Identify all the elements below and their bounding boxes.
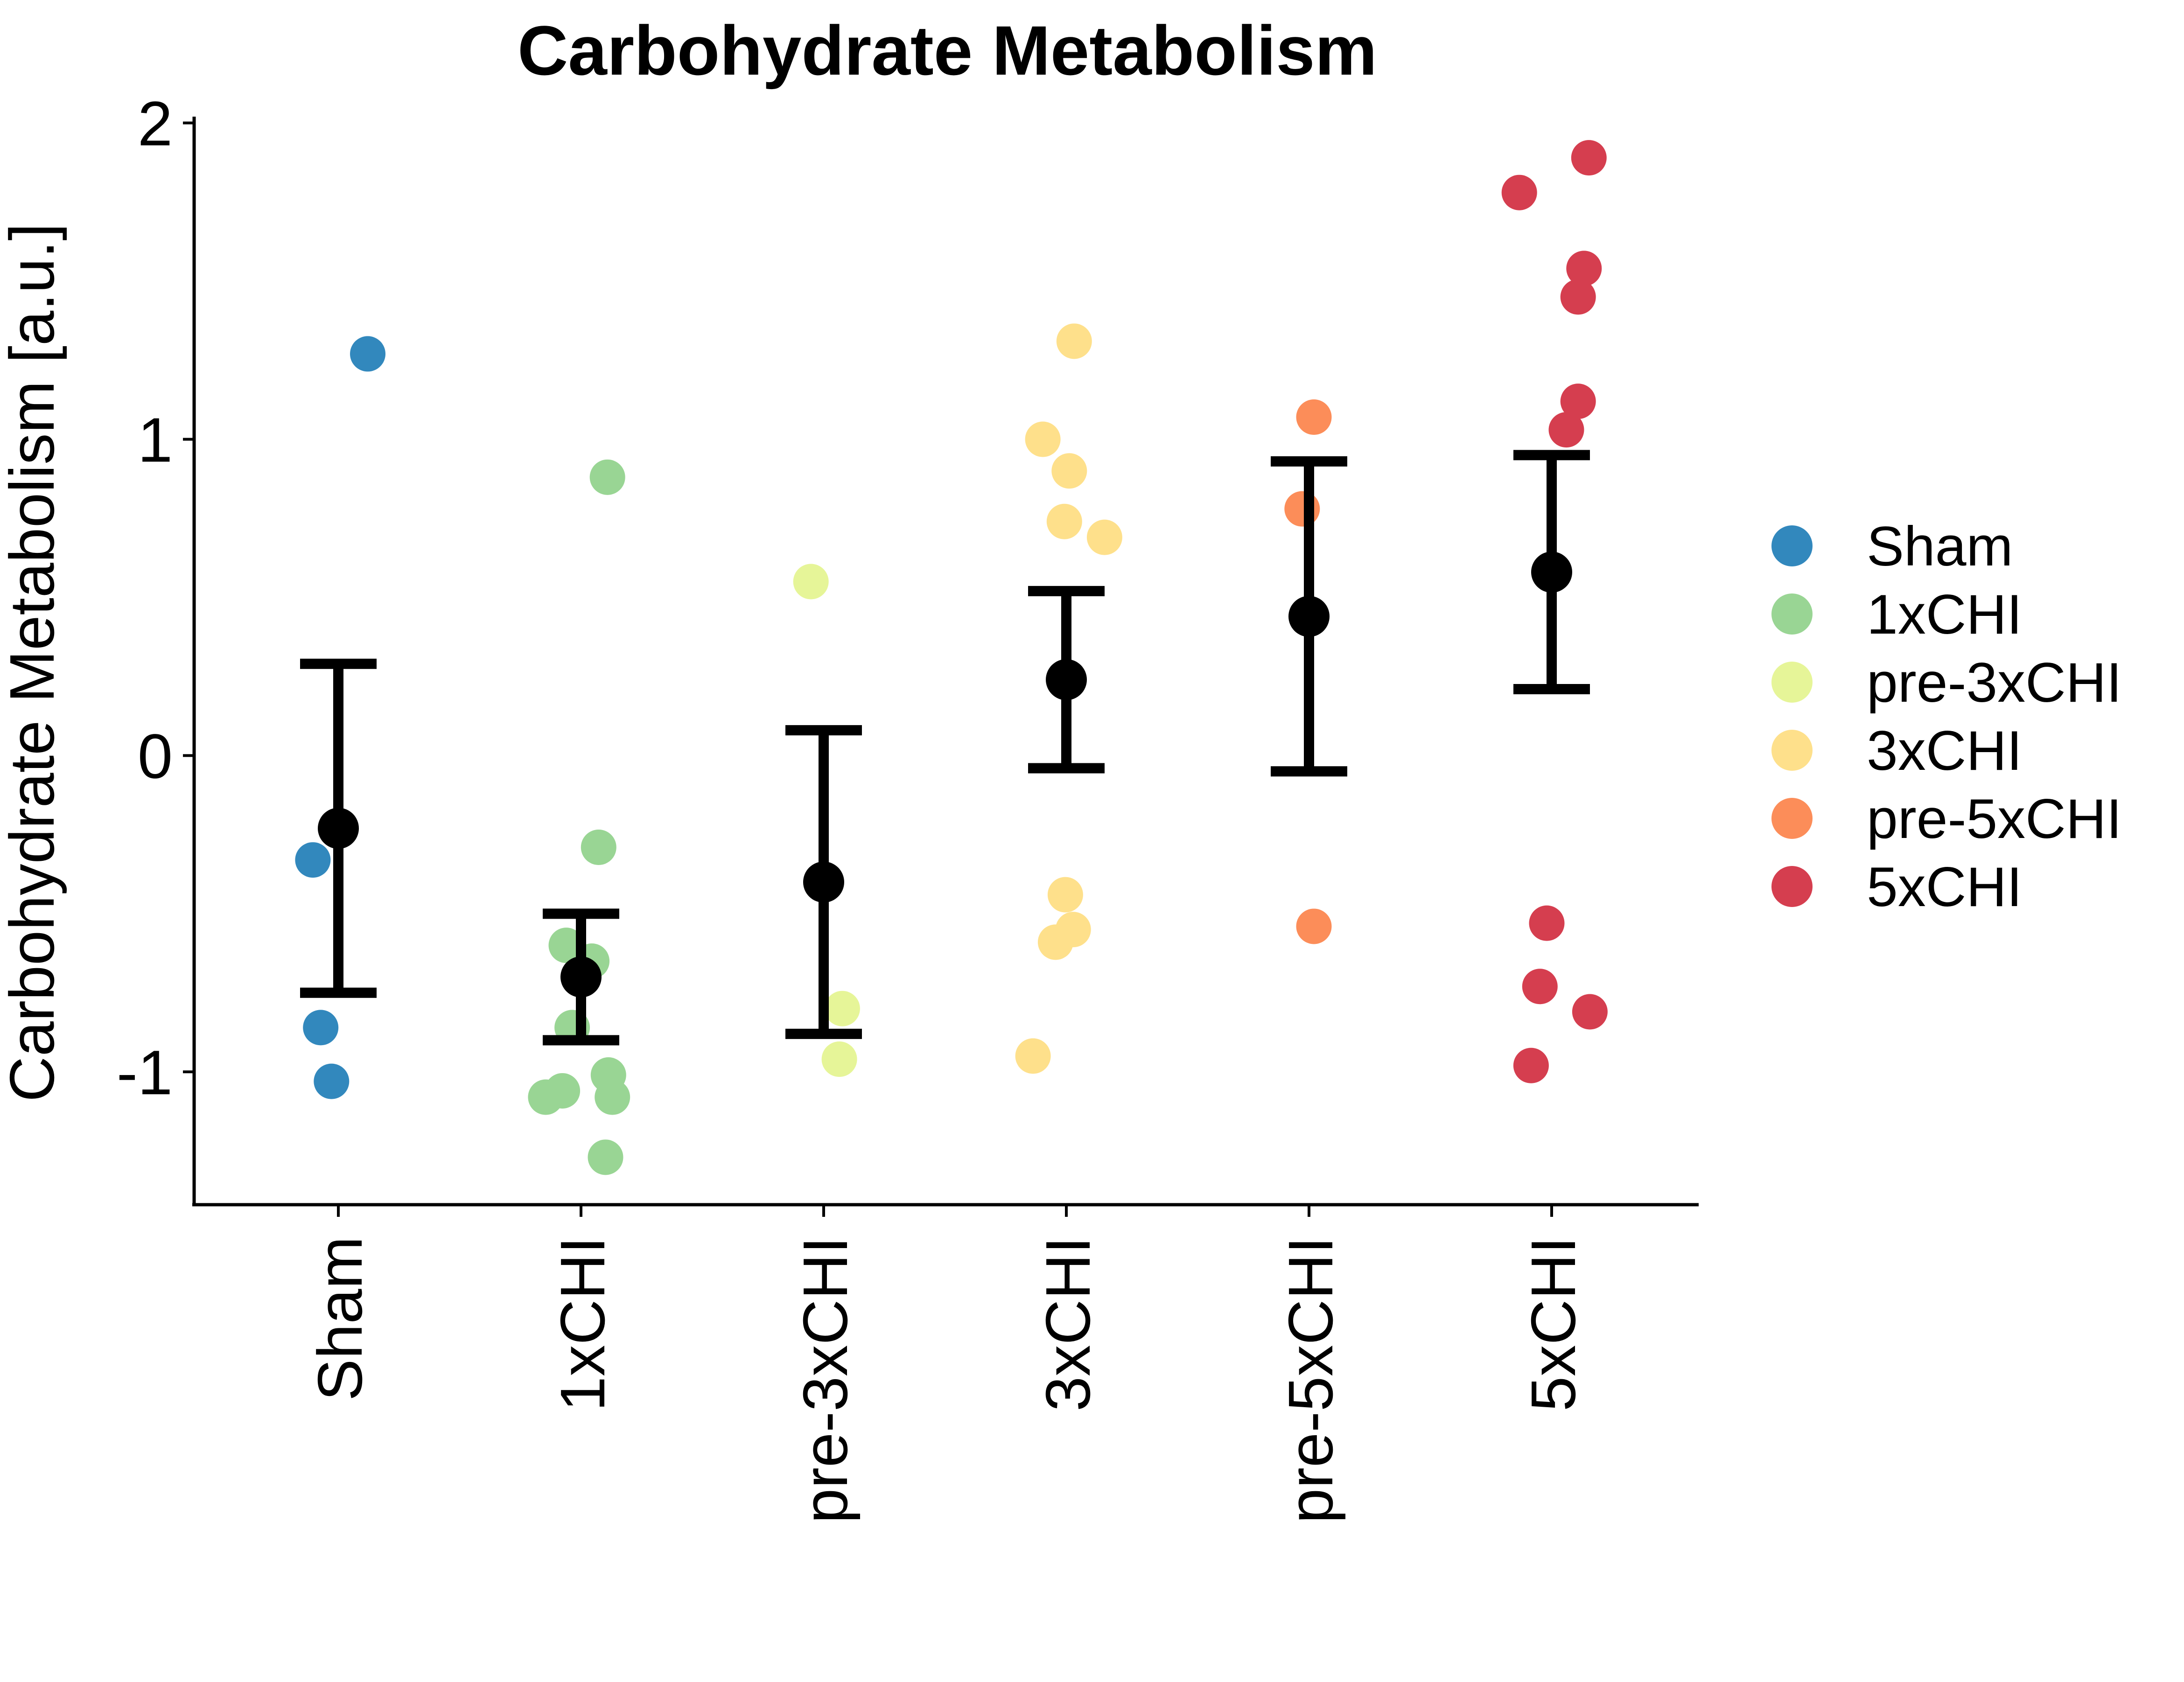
legend-swatch xyxy=(1771,730,1813,771)
x-tick-label: 5xCHI xyxy=(1518,1236,1589,1411)
y-ticks: -1 0 1 2 xyxy=(117,89,194,1108)
legend-label: 5xCHI xyxy=(1867,856,2022,918)
legend-label: pre-3xCHI xyxy=(1867,651,2122,714)
legend-swatch xyxy=(1771,662,1813,703)
data-point xyxy=(1056,323,1092,359)
data-point xyxy=(595,1079,630,1115)
data-point xyxy=(588,1139,623,1175)
y-tick-label: 0 xyxy=(138,721,173,791)
data-point xyxy=(1284,491,1320,527)
data-point xyxy=(581,829,616,865)
data-point xyxy=(1501,174,1537,210)
y-tick-label: -1 xyxy=(117,1037,173,1108)
legend-label: Sham xyxy=(1867,515,2013,578)
legend-swatch xyxy=(1771,593,1813,635)
data-point xyxy=(545,1073,581,1109)
data-point xyxy=(793,564,829,600)
legend-swatch xyxy=(1771,866,1813,907)
data-point xyxy=(1560,279,1596,315)
points-layer xyxy=(295,140,1608,1175)
x-ticks: Sham 1xCHI pre-3xCHI 3xCHI pre-5xCHI 5xCHI xyxy=(305,1205,1589,1523)
x-tick-label: pre-5xCHI xyxy=(1275,1236,1346,1523)
data-point xyxy=(1572,994,1608,1030)
data-point xyxy=(350,336,385,372)
data-point xyxy=(1529,905,1565,941)
x-tick-label: Sham xyxy=(305,1236,375,1401)
legend-swatch xyxy=(1771,798,1813,839)
mean-point xyxy=(803,861,844,903)
data-point xyxy=(1037,924,1073,960)
data-point xyxy=(821,1041,857,1077)
y-tick-label: 2 xyxy=(138,89,173,159)
data-point xyxy=(1051,453,1087,489)
mean-point xyxy=(1046,659,1087,700)
data-point xyxy=(1015,1038,1051,1074)
data-point xyxy=(589,459,625,495)
legend-label: 3xCHI xyxy=(1867,719,2022,782)
data-point xyxy=(1522,969,1558,1005)
mean-point xyxy=(318,808,359,849)
mean-point xyxy=(560,956,602,998)
x-tick-label: 1xCHI xyxy=(547,1236,618,1411)
legend-swatch xyxy=(1771,525,1813,566)
data-point xyxy=(1086,519,1122,555)
data-point xyxy=(1566,251,1602,286)
mean-point xyxy=(1531,551,1572,593)
data-point xyxy=(548,928,584,963)
x-tick-label: pre-3xCHI xyxy=(790,1236,861,1523)
y-tick-label: 1 xyxy=(138,405,173,475)
data-point xyxy=(1046,503,1082,539)
data-point xyxy=(295,842,331,878)
summary-layer xyxy=(300,450,1590,1046)
x-tick-label: 3xCHI xyxy=(1033,1236,1103,1411)
data-point xyxy=(1296,399,1332,435)
data-point xyxy=(1296,908,1332,944)
legend-label: 1xCHI xyxy=(1867,583,2022,646)
chart-title: Carbohydrate Metabolism xyxy=(518,11,1377,90)
data-point xyxy=(824,991,860,1026)
data-point xyxy=(1025,421,1061,457)
legend-label: pre-5xCHI xyxy=(1867,788,2122,850)
data-point xyxy=(314,1063,350,1099)
y-axis-title: Carbohydrate Metabolism [a.u.] xyxy=(0,223,67,1102)
data-point xyxy=(1047,877,1083,913)
mean-point xyxy=(1288,596,1330,637)
data-point xyxy=(1571,140,1607,176)
data-point xyxy=(303,1010,339,1046)
data-point xyxy=(1548,412,1584,448)
data-point xyxy=(1560,384,1596,419)
data-point xyxy=(1513,1047,1549,1083)
